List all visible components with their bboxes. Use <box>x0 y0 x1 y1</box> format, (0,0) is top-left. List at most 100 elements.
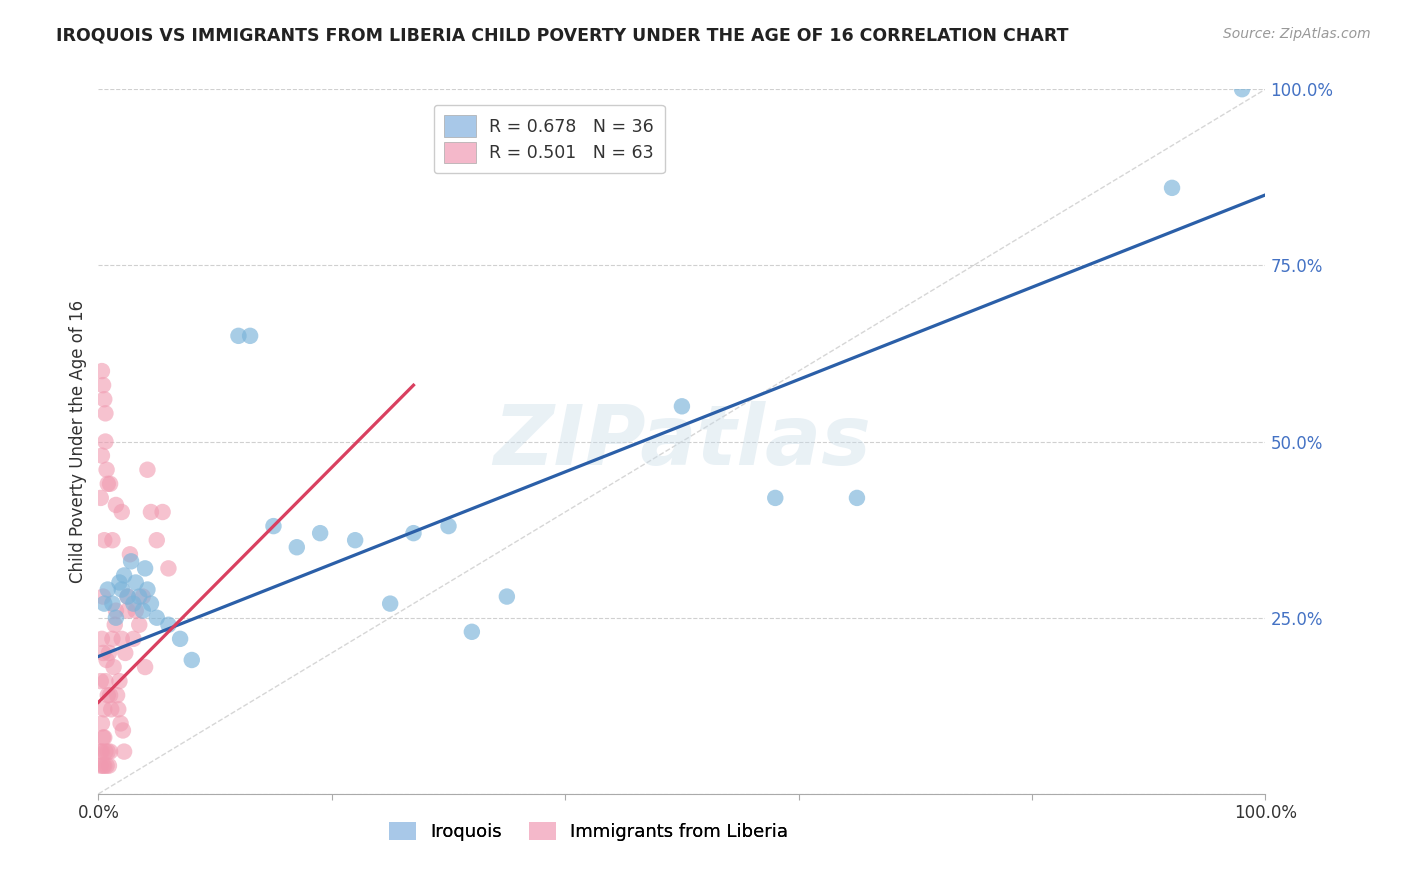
Point <box>169 632 191 646</box>
Point <box>111 632 134 646</box>
Point <box>97 646 120 660</box>
Point <box>461 624 484 639</box>
Point <box>1230 82 1253 96</box>
Point <box>103 660 125 674</box>
Text: Source: ZipAtlas.com: Source: ZipAtlas.com <box>1223 27 1371 41</box>
Point <box>112 745 135 759</box>
Point <box>134 660 156 674</box>
Point <box>93 702 115 716</box>
Point <box>157 617 180 632</box>
Point <box>104 610 127 624</box>
Point <box>101 533 124 548</box>
Point <box>97 582 120 597</box>
Point <box>93 597 115 611</box>
Point <box>146 610 169 624</box>
Point <box>180 653 202 667</box>
Point <box>90 449 112 463</box>
Point <box>101 632 124 646</box>
Point <box>671 399 693 413</box>
Point <box>132 604 155 618</box>
Point <box>90 745 112 759</box>
Point <box>90 674 112 689</box>
Point <box>90 745 112 759</box>
Point <box>96 653 118 667</box>
Point <box>101 597 124 611</box>
Point <box>93 533 115 548</box>
Point <box>136 582 159 597</box>
Point <box>94 434 117 449</box>
Point <box>90 632 112 646</box>
Point <box>139 505 162 519</box>
Point <box>96 758 118 772</box>
Point <box>146 533 169 548</box>
Point <box>108 674 131 689</box>
Point <box>100 702 122 716</box>
Point <box>402 526 425 541</box>
Point <box>128 617 150 632</box>
Point <box>239 328 262 343</box>
Point <box>96 463 118 477</box>
Point <box>97 745 120 759</box>
Point <box>228 328 250 343</box>
Point <box>104 604 127 618</box>
Point <box>117 590 139 604</box>
Point <box>93 392 115 407</box>
Text: IROQUOIS VS IMMIGRANTS FROM LIBERIA CHILD POVERTY UNDER THE AGE OF 16 CORRELATIO: IROQUOIS VS IMMIGRANTS FROM LIBERIA CHIL… <box>56 27 1069 45</box>
Point <box>97 758 120 772</box>
Point <box>437 519 460 533</box>
Y-axis label: Child Poverty Under the Age of 16: Child Poverty Under the Age of 16 <box>69 300 87 583</box>
Point <box>93 731 115 745</box>
Point <box>98 476 121 491</box>
Point <box>108 575 131 590</box>
Point <box>112 568 135 582</box>
Point <box>98 745 121 759</box>
Point <box>104 498 127 512</box>
Point <box>117 590 139 604</box>
Point <box>91 646 114 660</box>
Point <box>105 688 128 702</box>
Point <box>94 406 117 420</box>
Point <box>136 463 159 477</box>
Point <box>846 491 869 505</box>
Point <box>107 702 129 716</box>
Point <box>262 519 284 533</box>
Point <box>157 561 180 575</box>
Point <box>98 688 121 702</box>
Point <box>122 632 145 646</box>
Point <box>90 758 112 772</box>
Point <box>91 758 114 772</box>
Point <box>97 476 120 491</box>
Point <box>97 688 120 702</box>
Point <box>114 646 136 660</box>
Point <box>93 758 115 772</box>
Point <box>94 674 117 689</box>
Point <box>111 582 134 597</box>
Point <box>285 541 308 555</box>
Point <box>344 533 367 548</box>
Text: ZIPatlas: ZIPatlas <box>494 401 870 482</box>
Point <box>128 590 150 604</box>
Point <box>104 617 127 632</box>
Point <box>111 723 134 738</box>
Point <box>1161 181 1184 195</box>
Point <box>118 547 141 561</box>
Point <box>110 716 132 731</box>
Point <box>91 590 114 604</box>
Point <box>111 505 134 519</box>
Point <box>309 526 332 541</box>
Point <box>380 597 402 611</box>
Point <box>134 561 156 575</box>
Point <box>90 491 112 505</box>
Point <box>125 575 148 590</box>
Legend: Iroquois, Immigrants from Liberia: Iroquois, Immigrants from Liberia <box>381 814 796 848</box>
Point <box>90 716 112 731</box>
Point <box>152 505 174 519</box>
Point <box>90 364 112 378</box>
Point <box>139 597 162 611</box>
Point <box>91 731 114 745</box>
Point <box>120 554 142 568</box>
Point <box>117 604 139 618</box>
Point <box>125 604 148 618</box>
Point <box>132 590 155 604</box>
Point <box>94 745 117 759</box>
